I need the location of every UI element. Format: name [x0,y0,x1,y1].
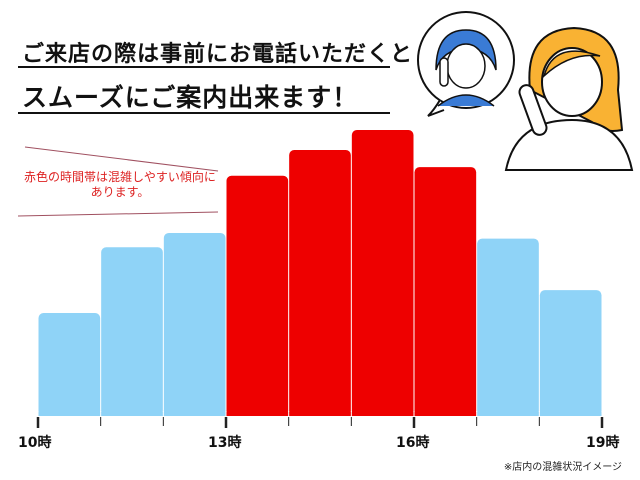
customer-woman-icon [504,26,634,171]
bar-base [539,412,602,416]
note-line-top [24,146,219,172]
x-tick-label: 10時 [18,435,52,451]
bar-base [289,412,351,416]
headline-line-2: スムーズにご案内出来ます！ [22,83,359,112]
headline-line-1: ご来店の際は事前にお電話いただくと [22,42,414,67]
staff-woman-icon [417,11,515,117]
note-line-bottom [17,211,219,217]
headline-underline-2 [18,112,390,114]
x-tick-label: 13時 [208,435,242,451]
bar-base [226,412,289,416]
busy-note-line-2: あります。 [90,185,150,199]
bar-15-16 [351,130,414,416]
x-tick-label: 16時 [396,435,430,451]
x-tick-label: 19時 [586,435,620,451]
bar-13-14 [226,175,289,416]
bar-base [101,412,163,416]
bar-base [38,412,101,416]
bar-14-15 [289,150,351,416]
bar-12-13 [163,232,226,416]
illustration [417,11,634,171]
bar-17-18 [477,238,539,416]
footnote: ※店内の混雑状況イメージ [503,462,622,473]
bar-18-19 [539,290,602,416]
bar-base [414,412,477,416]
bar-10-11 [38,313,101,416]
busy-note: 赤色の時間帯は混雑しやすい傾向に あります。 [14,170,226,200]
busy-note-line-1: 赤色の時間帯は混雑しやすい傾向に [24,170,216,184]
bar-base [351,412,414,416]
headline-underline-1 [18,66,390,68]
bar-16-17 [414,167,477,416]
bar-base [163,412,226,416]
bar-base [477,412,539,416]
bar-11-12 [101,247,163,416]
